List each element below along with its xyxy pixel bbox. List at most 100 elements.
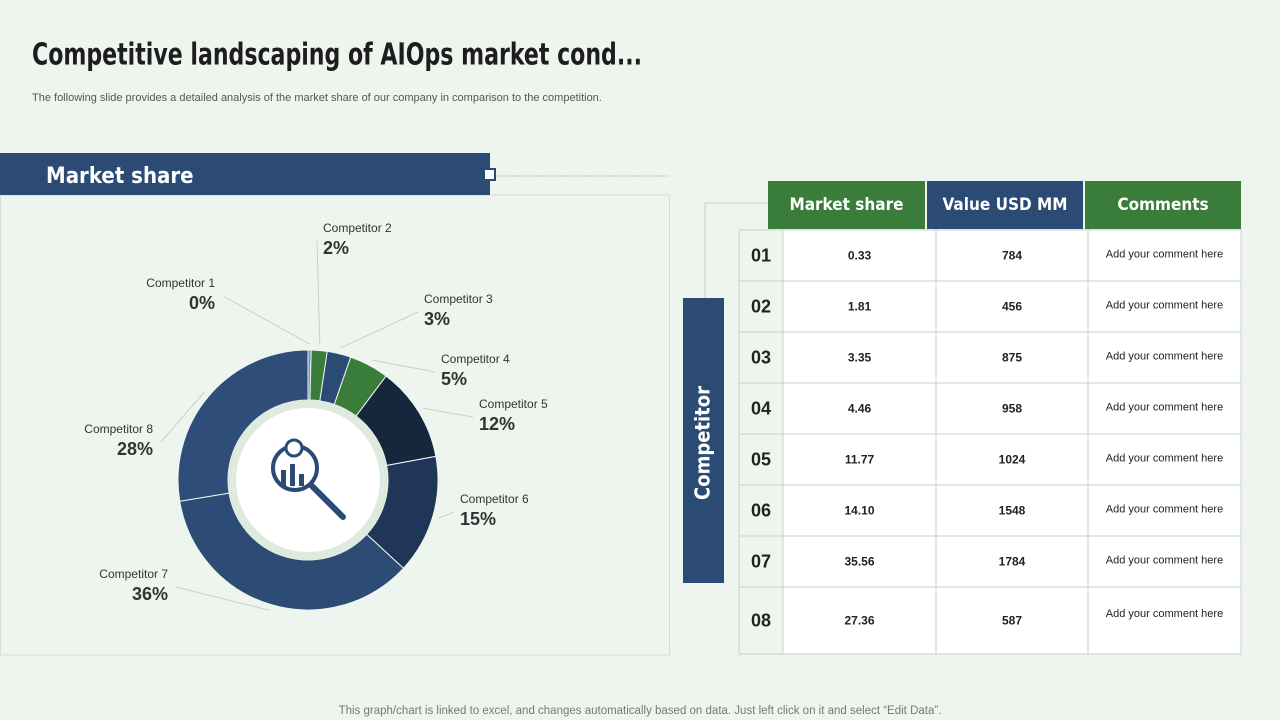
banner-handle xyxy=(483,168,496,181)
cell-text: 4.46 xyxy=(848,402,872,416)
table-cell xyxy=(738,586,784,655)
header-cell xyxy=(1085,181,1241,229)
search-icon xyxy=(271,438,346,520)
row-id: 04 xyxy=(751,398,771,418)
icon-handle xyxy=(308,482,346,520)
row-id: 06 xyxy=(751,500,771,520)
cell-text: 875 xyxy=(1002,351,1022,365)
table-cell xyxy=(738,229,784,282)
leader-line xyxy=(423,407,474,418)
table-cell xyxy=(1087,433,1242,486)
table-cell xyxy=(738,484,784,537)
icon-bar xyxy=(290,464,295,486)
row-id: 07 xyxy=(751,551,771,571)
panel-title: Market share xyxy=(46,164,194,189)
row-header: Competitor xyxy=(691,386,715,500)
table-cell xyxy=(935,331,1089,384)
table-cell xyxy=(738,535,784,588)
cell-text: 958 xyxy=(1002,402,1022,416)
column-header: Comments xyxy=(1117,195,1208,215)
cell-text: 14.10 xyxy=(844,504,874,518)
table-cell xyxy=(1087,280,1242,333)
header-cell xyxy=(927,181,1083,229)
slice-label: 15% xyxy=(460,509,496,529)
table-cell xyxy=(935,433,1089,486)
donut-chart: Competitor 1 0% Competitor 2 2% Competitor 3… xyxy=(84,221,548,611)
table-cell xyxy=(782,382,937,435)
table-cell xyxy=(1087,535,1242,588)
slice-category: Competitor 2 xyxy=(323,221,392,235)
center-disc xyxy=(236,408,380,552)
slice-label: 36% xyxy=(132,584,168,604)
table-cell xyxy=(1087,229,1242,282)
leader-line xyxy=(175,586,270,611)
slice-category: Competitor 5 xyxy=(479,397,548,411)
cell-text: 3.35 xyxy=(848,351,872,365)
table-cell xyxy=(1087,484,1242,537)
table-cell xyxy=(782,535,937,588)
cell-text: 1024 xyxy=(999,453,1026,467)
cell-text: 35.56 xyxy=(844,555,874,569)
row-id: 03 xyxy=(751,347,771,367)
table: Market share Value USD MM Comments 01 0.33 78… xyxy=(738,181,1242,655)
row-header-box xyxy=(683,298,724,583)
cell-text: Add your comment here xyxy=(1106,554,1223,566)
slice-label: 0% xyxy=(189,293,215,313)
cell-text: 0.33 xyxy=(848,249,872,263)
slice-category: Competitor 6 xyxy=(460,492,529,506)
slice-category: Competitor 1 xyxy=(146,276,215,290)
cell-text: Add your comment here xyxy=(1106,452,1223,464)
cell-text: Add your comment here xyxy=(1106,503,1223,515)
panel-banner xyxy=(0,153,490,195)
cell-text: 456 xyxy=(1002,300,1022,314)
slice-label: 3% xyxy=(424,309,450,329)
row-id: 08 xyxy=(751,610,771,630)
cell-text: 784 xyxy=(1002,249,1022,263)
slice-category: Competitor 8 xyxy=(84,422,153,436)
table-cell xyxy=(782,229,937,282)
table-cell xyxy=(782,586,937,655)
column-header: Market share xyxy=(789,195,903,215)
table-cell xyxy=(935,280,1089,333)
leader-line xyxy=(222,295,310,345)
leader-line xyxy=(371,359,436,373)
leader-line xyxy=(160,391,205,443)
cell-text: Add your comment here xyxy=(1106,299,1223,311)
icon-bar xyxy=(299,474,304,486)
slice-label: 2% xyxy=(323,238,349,258)
table-cell xyxy=(1087,382,1242,435)
cell-text: Add your comment here xyxy=(1106,248,1223,260)
slide-subtitle: The following slide provides a detailed … xyxy=(32,92,602,104)
icon-pie xyxy=(284,438,304,458)
table-cell xyxy=(782,331,937,384)
slice-label: 12% xyxy=(479,414,515,434)
row-id: 01 xyxy=(751,245,771,265)
table-cell xyxy=(1087,586,1242,655)
header-cell xyxy=(768,181,925,229)
cell-text: 11.77 xyxy=(845,453,875,467)
leader-line xyxy=(438,511,455,519)
cell-text: 27.36 xyxy=(844,614,874,628)
connector xyxy=(704,202,768,298)
cell-text: 1548 xyxy=(999,504,1026,518)
table-cell xyxy=(738,433,784,486)
leader-line xyxy=(340,311,419,349)
table-cell xyxy=(782,280,937,333)
row-id: 05 xyxy=(751,449,771,469)
leader-line xyxy=(316,240,321,345)
slice-category: Competitor 4 xyxy=(441,352,510,366)
icon-bar xyxy=(281,470,286,486)
cell-text: Add your comment here xyxy=(1106,401,1223,413)
cell-text: 587 xyxy=(1002,614,1022,628)
slice-category: Competitor 3 xyxy=(424,292,493,306)
cell-text: Add your comment here xyxy=(1106,608,1223,620)
column-header: Value USD MM xyxy=(943,195,1068,215)
table-cell xyxy=(1087,331,1242,384)
slide-title: Competitive landscaping of AIOps market … xyxy=(32,38,642,73)
slice-label: 28% xyxy=(117,439,153,459)
row-id: 02 xyxy=(751,296,771,316)
table-cell xyxy=(782,484,937,537)
cell-text: 1784 xyxy=(999,555,1026,569)
cell-text: 1.81 xyxy=(848,300,872,314)
